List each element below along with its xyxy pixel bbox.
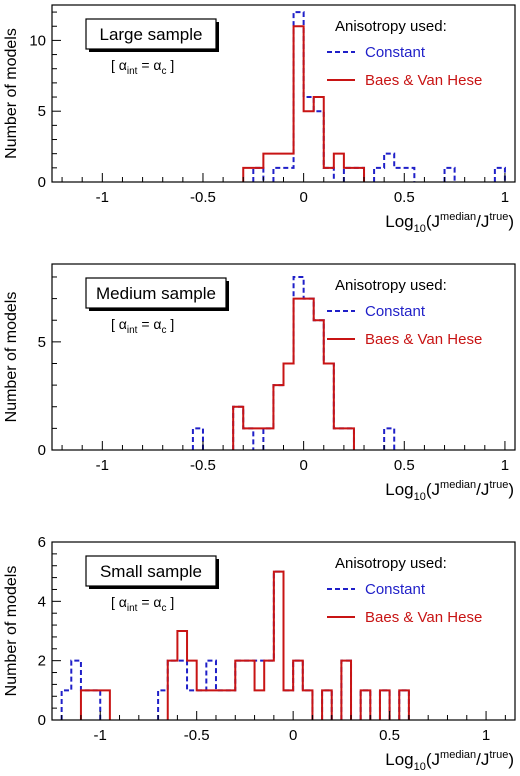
x-tick-label: -0.5 bbox=[190, 457, 216, 474]
x-tick-label: -1 bbox=[94, 727, 107, 744]
legend-label-baes-van-hese: Baes & Van Hese bbox=[365, 72, 482, 89]
condition-label: [ αint = αc ] bbox=[111, 316, 174, 336]
x-tick-label: -0.5 bbox=[190, 189, 216, 206]
y-tick-label: 4 bbox=[38, 593, 46, 610]
x-axis-label: Log10(Jmedian/Jtrue) bbox=[385, 479, 514, 503]
legend-label-constant: Constant bbox=[365, 44, 426, 61]
title-box bbox=[85, 18, 217, 50]
x-tick-label: -1 bbox=[96, 457, 109, 474]
series-baes-van-hese-outline bbox=[242, 25, 366, 182]
x-tick-label: 0.5 bbox=[394, 457, 415, 474]
x-axis-label: Log10(Jmedian/Jtrue) bbox=[385, 211, 514, 235]
y-tick-label: 0 bbox=[38, 174, 46, 191]
y-tick-label: 0 bbox=[38, 712, 46, 729]
condition-label: [ αint = αc ] bbox=[111, 594, 174, 614]
legend-title: Anisotropy used: bbox=[335, 18, 447, 35]
histogram-panel-2: -1 -0.5 0 0.5 1 0 5 Number of models Log10(Jmedi… bbox=[3, 263, 516, 503]
x-tick-label: 0.5 bbox=[379, 727, 400, 744]
panel-title: Medium sample bbox=[96, 284, 216, 303]
series-baes-van-hese-outline bbox=[79, 570, 410, 720]
y-tick-label: 0 bbox=[38, 442, 46, 459]
x-tick-label: -0.5 bbox=[184, 727, 210, 744]
x-tick-label: 0 bbox=[299, 189, 307, 206]
y-tick-label: 6 bbox=[38, 534, 46, 551]
y-axis-label: Number of models bbox=[3, 566, 20, 697]
y-axis-label: Number of models bbox=[3, 28, 20, 159]
x-tick-label: 0 bbox=[299, 457, 307, 474]
legend-label-constant: Constant bbox=[365, 581, 426, 598]
y-tick-label: 10 bbox=[29, 32, 46, 49]
y-axis-label: Number of models bbox=[3, 292, 20, 423]
legend-title: Anisotropy used: bbox=[335, 277, 447, 294]
legend-label-constant: Constant bbox=[365, 303, 426, 320]
legend-label-baes-van-hese: Baes & Van Hese bbox=[365, 331, 482, 348]
x-tick-label: 0.5 bbox=[394, 189, 415, 206]
panel-title: Small sample bbox=[100, 562, 202, 581]
title-box bbox=[85, 555, 217, 587]
panel-title: Large sample bbox=[99, 25, 202, 44]
title-box bbox=[85, 277, 227, 309]
y-tick-label: 2 bbox=[38, 653, 46, 670]
legend-title: Anisotropy used: bbox=[335, 555, 447, 572]
x-tick-label: 1 bbox=[501, 457, 509, 474]
series-constant-outline bbox=[252, 11, 506, 182]
x-tick-label: -1 bbox=[96, 189, 109, 206]
condition-label: [ αint = αc ] bbox=[111, 57, 174, 77]
x-tick-label: 1 bbox=[482, 727, 490, 744]
histogram-panel-3: -1 -0.5 0 0.5 1 0 2 4 6 Number of models Log10(Jme… bbox=[3, 534, 516, 773]
y-tick-label: 5 bbox=[38, 103, 46, 120]
series-baes-van-hese-outline bbox=[232, 297, 355, 450]
x-tick-label: 1 bbox=[501, 189, 509, 206]
plot-frame bbox=[51, 541, 516, 721]
x-tick-label: 0 bbox=[289, 727, 297, 744]
y-tick-label: 5 bbox=[38, 334, 46, 351]
x-axis-label: Log10(Jmedian/Jtrue) bbox=[385, 749, 514, 773]
legend-label-baes-van-hese: Baes & Van Hese bbox=[365, 609, 482, 626]
